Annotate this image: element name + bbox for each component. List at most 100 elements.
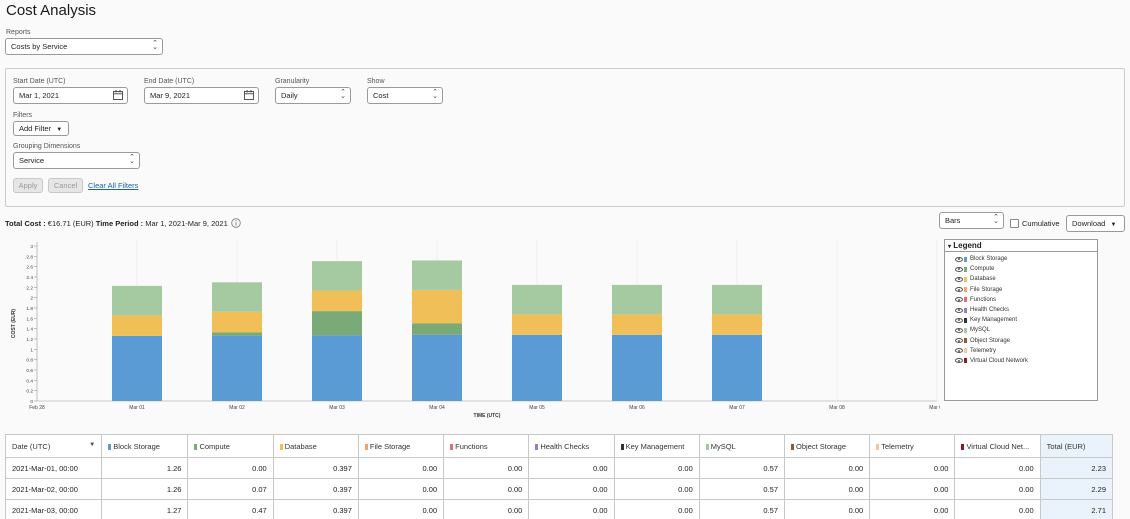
bar-segment-block-storage [312, 335, 362, 401]
table-row[interactable]: 2021-Mar-01, 00:00 1.26 0.00 0.397 0.00 0.00 0… [4, 457, 1114, 479]
add-filter-button[interactable]: Add Filter ▼ [13, 121, 69, 136]
start-date-input[interactable]: Mar 1, 2021 [13, 87, 128, 104]
legend-item[interactable]: Compute [945, 264, 1097, 274]
grouping-select[interactable]: Service ⌃ ⌄ [13, 152, 140, 169]
legend-item[interactable]: MySQL [945, 325, 1097, 335]
legend-item[interactable]: File Storage [945, 285, 1097, 295]
chevron-updown-icon: ⌃ ⌄ [129, 154, 135, 165]
column-header-label: Virtual Cloud Net... [966, 441, 1030, 451]
series-swatch [791, 443, 794, 450]
column-header[interactable]: Database [272, 434, 359, 458]
legend-swatch [964, 327, 967, 333]
y-tick-label: 2.6 [26, 265, 33, 271]
end-date-input[interactable]: Mar 9, 2021 [144, 87, 259, 104]
eye-icon[interactable] [955, 287, 963, 293]
eye-icon[interactable] [955, 348, 963, 354]
column-header[interactable]: Functions [443, 434, 530, 458]
y-tick-label: 0.4 [26, 378, 33, 384]
calendar-icon[interactable] [244, 90, 254, 100]
cumulative-checkbox[interactable] [1010, 219, 1019, 228]
eye-icon[interactable] [955, 338, 963, 344]
calendar-icon[interactable] [113, 90, 123, 100]
cost-cell: 0.397 [272, 457, 359, 479]
total-cell: 2.71 [1039, 499, 1114, 519]
legend-item-label: Database [970, 276, 996, 283]
legend-item-label: Functions [970, 296, 997, 303]
eye-icon[interactable] [955, 297, 963, 303]
column-header[interactable]: Telemetry [869, 434, 956, 458]
sort-caret-down-icon[interactable]: ▼ [89, 441, 96, 448]
y-tick-label: 0.8 [26, 358, 33, 364]
chart-type-select[interactable]: Bars ⌃ ⌄ [939, 212, 1004, 229]
cancel-button[interactable]: Cancel [48, 178, 83, 193]
column-header[interactable]: Key Management [613, 434, 700, 458]
clear-all-filters-link[interactable]: Clear All Filters [88, 181, 139, 190]
reports-label: Reports [6, 29, 31, 36]
legend-swatch [964, 256, 967, 262]
legend-item[interactable]: Virtual Cloud Network [945, 356, 1097, 366]
cost-cell: 0.00 [357, 457, 445, 479]
column-header[interactable]: File Storage [357, 434, 445, 458]
cost-cell: 0.00 [443, 457, 530, 479]
legend-item[interactable]: Object Storage [945, 336, 1097, 346]
cost-cell: 0.397 [272, 478, 359, 500]
bar-segment-database [212, 311, 262, 333]
total-cost-label: Total Cost : [5, 219, 46, 228]
bar-segment-mysql [212, 282, 262, 312]
legend-item[interactable]: Functions [945, 295, 1097, 305]
info-icon[interactable] [231, 218, 241, 228]
eye-icon[interactable] [955, 327, 963, 333]
bar-segment-block-storage [712, 334, 762, 401]
table-row[interactable]: 2021-Mar-03, 00:00 1.27 0.47 0.397 0.00 0.00 0… [4, 499, 1114, 519]
legend-item[interactable]: Database [945, 274, 1097, 284]
column-header[interactable]: Virtual Cloud Net... [954, 434, 1041, 458]
column-header[interactable]: Health Checks [528, 434, 615, 458]
column-header[interactable]: Compute [187, 434, 274, 458]
bar-segment-block-storage [612, 334, 662, 401]
time-period-value: Mar 1, 2021-Mar 9, 2021 [145, 219, 228, 228]
show-select[interactable]: Cost ⌃ ⌄ [367, 87, 443, 104]
eye-icon[interactable] [955, 317, 963, 323]
y-tick-label: 2.2 [26, 285, 33, 291]
y-tick-label: 0.6 [26, 368, 33, 374]
cost-cell: 0.00 [954, 478, 1041, 500]
table-row[interactable]: 2021-Mar-02, 00:00 1.26 0.07 0.397 0.00 0.00 0… [4, 478, 1114, 500]
cost-cell: 0.00 [783, 499, 871, 519]
bar-segment-mysql [112, 285, 162, 316]
legend-item[interactable]: Key Management [945, 315, 1097, 325]
legend-item[interactable]: Telemetry [945, 346, 1097, 356]
column-header[interactable]: Block Storage [101, 434, 189, 458]
chart-legend: ▾ Legend Block Storage Compute Database Fil… [944, 239, 1098, 401]
y-tick-label: 1 [30, 347, 33, 353]
legend-item[interactable]: Block Storage [945, 254, 1097, 264]
column-header-label: Total (EUR) [1046, 441, 1086, 451]
column-header-label: File Storage [369, 441, 411, 451]
download-button[interactable]: Download ▼ [1066, 215, 1125, 232]
legend-item[interactable]: Health Checks [945, 305, 1097, 315]
legend-title[interactable]: ▾ Legend [945, 240, 1097, 252]
column-header[interactable]: MySQL [698, 434, 786, 458]
column-header[interactable]: Date (UTC) ▼ [4, 434, 103, 458]
bar-segment-block-storage [512, 334, 562, 401]
date-cell: 2021-Mar-03, 00:00 [4, 499, 103, 519]
column-header[interactable]: Total (EUR) [1039, 434, 1114, 458]
granularity-select[interactable]: Daily ⌃ ⌄ [275, 87, 351, 104]
reports-select[interactable]: Costs by Service ⌃ ⌄ [5, 38, 163, 55]
column-header[interactable]: Object Storage [783, 434, 871, 458]
bar-segment-database [612, 314, 662, 335]
apply-button[interactable]: Apply [13, 178, 43, 193]
series-swatch [705, 443, 709, 450]
cost-cell: 0.00 [783, 478, 871, 500]
x-tick-label: Mar 01 [129, 405, 145, 411]
legend-item-label: Virtual Cloud Network [970, 357, 1028, 364]
eye-icon[interactable] [955, 266, 963, 272]
time-period-label: Time Period : [95, 219, 144, 228]
eye-icon[interactable] [955, 358, 963, 364]
page-title: Cost Analysis [6, 2, 97, 19]
eye-icon[interactable] [955, 307, 963, 313]
eye-icon[interactable] [955, 276, 963, 282]
legend-item-label: File Storage [970, 286, 1003, 293]
download-label: Download [1072, 219, 1106, 228]
eye-icon[interactable] [955, 256, 963, 262]
legend-swatch [964, 338, 967, 344]
